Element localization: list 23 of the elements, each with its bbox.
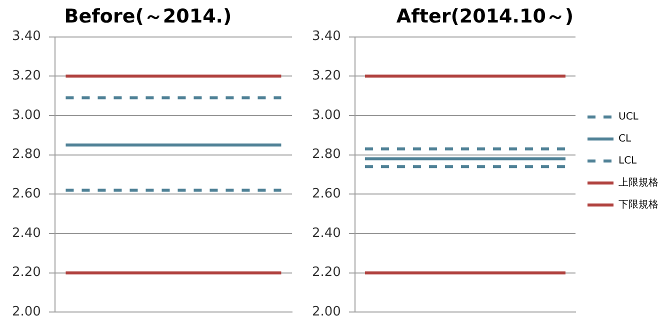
y-tick-label: 2.80 [12,147,41,162]
y-tick-label: 2.60 [12,186,41,202]
y-tick-label: 2.00 [312,304,341,320]
y-tick-label: 2.00 [12,304,41,320]
legend-label: 上限規格 [618,176,658,189]
chart-title: Before(～2014.) [64,5,232,28]
y-tick-label: 2.40 [12,226,41,241]
chart-title: After(2014.10～) [396,5,574,28]
y-tick-label: 3.40 [312,29,341,44]
legend-label: CL [618,134,632,145]
legend-label: 下限規格 [618,198,658,211]
y-tick-label: 3.40 [12,29,41,44]
y-tick-label: 2.80 [312,147,341,162]
y-tick-label: 3.00 [12,108,41,123]
y-tick-label: 3.20 [312,68,341,84]
legend-label: LCL [618,156,638,167]
y-tick-label: 2.20 [12,265,41,280]
y-tick-label: 3.20 [12,68,41,84]
y-tick-label: 3.00 [312,108,341,123]
y-tick-label: 2.40 [312,226,341,241]
legend-label: UCL [618,112,639,123]
y-tick-label: 2.60 [312,186,341,202]
y-tick-label: 2.20 [312,265,341,280]
